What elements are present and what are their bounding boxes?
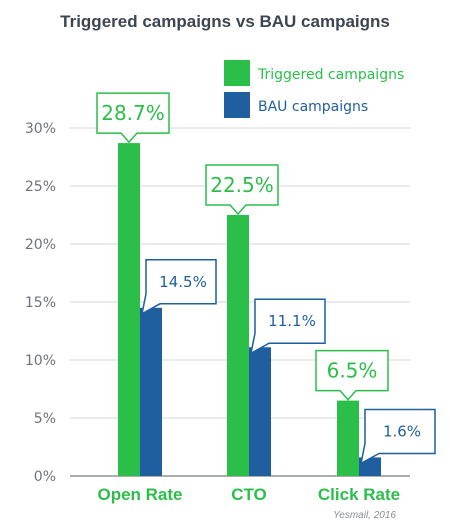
x-axis: Open Rate CTO Click Rate — [97, 485, 400, 504]
y-tick-label: 10% — [25, 353, 56, 369]
data-label-triggered: 6.5% — [327, 359, 378, 383]
y-tick-label: 30% — [25, 121, 56, 137]
data-label-bau: 11.1% — [268, 312, 316, 330]
callout-triggered — [315, 349, 389, 401]
x-tick-label: Click Rate — [318, 485, 400, 504]
y-tick-label: 0% — [34, 469, 56, 485]
callout-bau — [359, 408, 436, 465]
callout-bau — [140, 259, 217, 316]
y-tick-label: 5% — [34, 411, 56, 427]
data-label-triggered: 28.7% — [101, 101, 165, 125]
bar-triggered — [337, 400, 359, 476]
data-label-triggered: 22.5% — [210, 173, 274, 197]
bar-triggered — [118, 143, 140, 476]
chart-title: Triggered campaigns vs BAU campaigns — [60, 12, 390, 31]
data-label-bau: 1.6% — [383, 422, 421, 440]
legend-swatch-bau — [224, 92, 250, 118]
y-tick-label: 15% — [25, 295, 56, 311]
y-axis: 0% 5% 10% 15% 20% 25% 30% — [25, 121, 56, 485]
bars — [118, 143, 381, 476]
data-label-bau: 14.5% — [159, 273, 207, 291]
x-tick-label: CTO — [231, 485, 267, 504]
bar-triggered — [227, 215, 249, 476]
bar-bau — [249, 347, 271, 476]
data-labels: 28.7% 14.5% 22.5% 11.1% 6.5% 1.6% — [96, 92, 436, 465]
y-tick-label: 25% — [25, 179, 56, 195]
callout-triggered — [205, 164, 279, 216]
legend-label-triggered: Triggered campaigns — [257, 67, 404, 83]
y-tick-label: 20% — [25, 237, 56, 253]
legend-label-bau: BAU campaigns — [258, 99, 368, 115]
legend: Triggered campaigns BAU campaigns — [224, 60, 404, 118]
callout-triggered — [96, 92, 170, 144]
source-note: Yesmail, 2016 — [333, 510, 396, 521]
x-tick-label: Open Rate — [97, 485, 182, 504]
bar-bau — [140, 307, 162, 476]
callout-bau — [249, 298, 326, 355]
legend-swatch-triggered — [224, 60, 250, 86]
